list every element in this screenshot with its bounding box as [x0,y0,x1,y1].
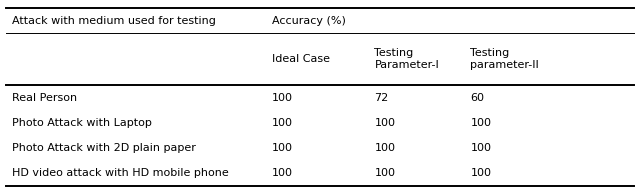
Text: 100: 100 [470,118,492,128]
Text: Photo Attack with 2D plain paper: Photo Attack with 2D plain paper [12,143,195,153]
Text: Ideal Case: Ideal Case [272,54,330,64]
Text: 100: 100 [470,143,492,153]
Text: Attack with medium used for testing: Attack with medium used for testing [12,16,216,26]
Text: 72: 72 [374,93,388,103]
Text: HD video attack with HD mobile phone: HD video attack with HD mobile phone [12,168,228,178]
Text: 100: 100 [374,143,396,153]
Text: 100: 100 [374,168,396,178]
Text: 100: 100 [272,143,293,153]
Text: 100: 100 [272,168,293,178]
Text: 60: 60 [470,93,484,103]
Text: Photo Attack with Laptop: Photo Attack with Laptop [12,118,152,128]
Text: 100: 100 [272,118,293,128]
Text: 100: 100 [272,93,293,103]
Text: 100: 100 [470,168,492,178]
Text: Accuracy (%): Accuracy (%) [272,16,346,26]
Text: Real Person: Real Person [12,93,77,103]
Text: 100: 100 [374,118,396,128]
Text: Testing
parameter-II: Testing parameter-II [470,47,539,70]
Text: Testing
Parameter-I: Testing Parameter-I [374,47,439,70]
